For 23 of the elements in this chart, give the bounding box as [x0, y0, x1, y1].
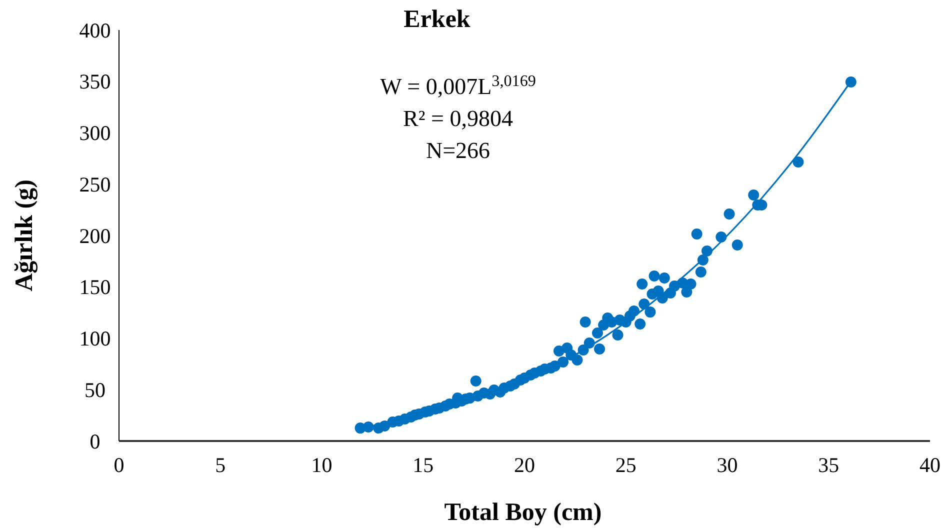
annotation: W = 0,007L$^{3,0169}$: [380, 72, 536, 99]
chart-title: Erkek: [404, 6, 470, 33]
y-tick-label: 150: [79, 275, 111, 300]
y-axis-title: Ağırlık (g): [11, 180, 38, 292]
annotation: R² = 0,9804: [403, 106, 514, 131]
y-tick-label: 400: [79, 18, 111, 42]
x-axis-title: Total Boy (cm): [444, 499, 602, 526]
annotation: N=266: [426, 138, 490, 163]
y-tick-label: 100: [79, 326, 111, 351]
y-tick-label: 350: [79, 70, 111, 94]
y-tick-label: 0: [90, 429, 100, 454]
y-tick-label: 50: [84, 378, 106, 402]
x-tick-label: 30: [716, 453, 738, 477]
x-tick-label: 5: [215, 453, 226, 477]
x-tick-label: 40: [920, 453, 940, 477]
x-tick-label: 35: [818, 453, 840, 477]
x-tick-label: 25: [615, 453, 636, 477]
x-tick-label: 15: [412, 453, 434, 477]
y-tick-label: 200: [79, 224, 111, 248]
y-tick-label: 300: [79, 121, 111, 146]
x-tick-label: 20: [514, 453, 535, 477]
y-tick-label: 250: [79, 172, 111, 196]
x-tick-label: 10: [311, 453, 332, 477]
